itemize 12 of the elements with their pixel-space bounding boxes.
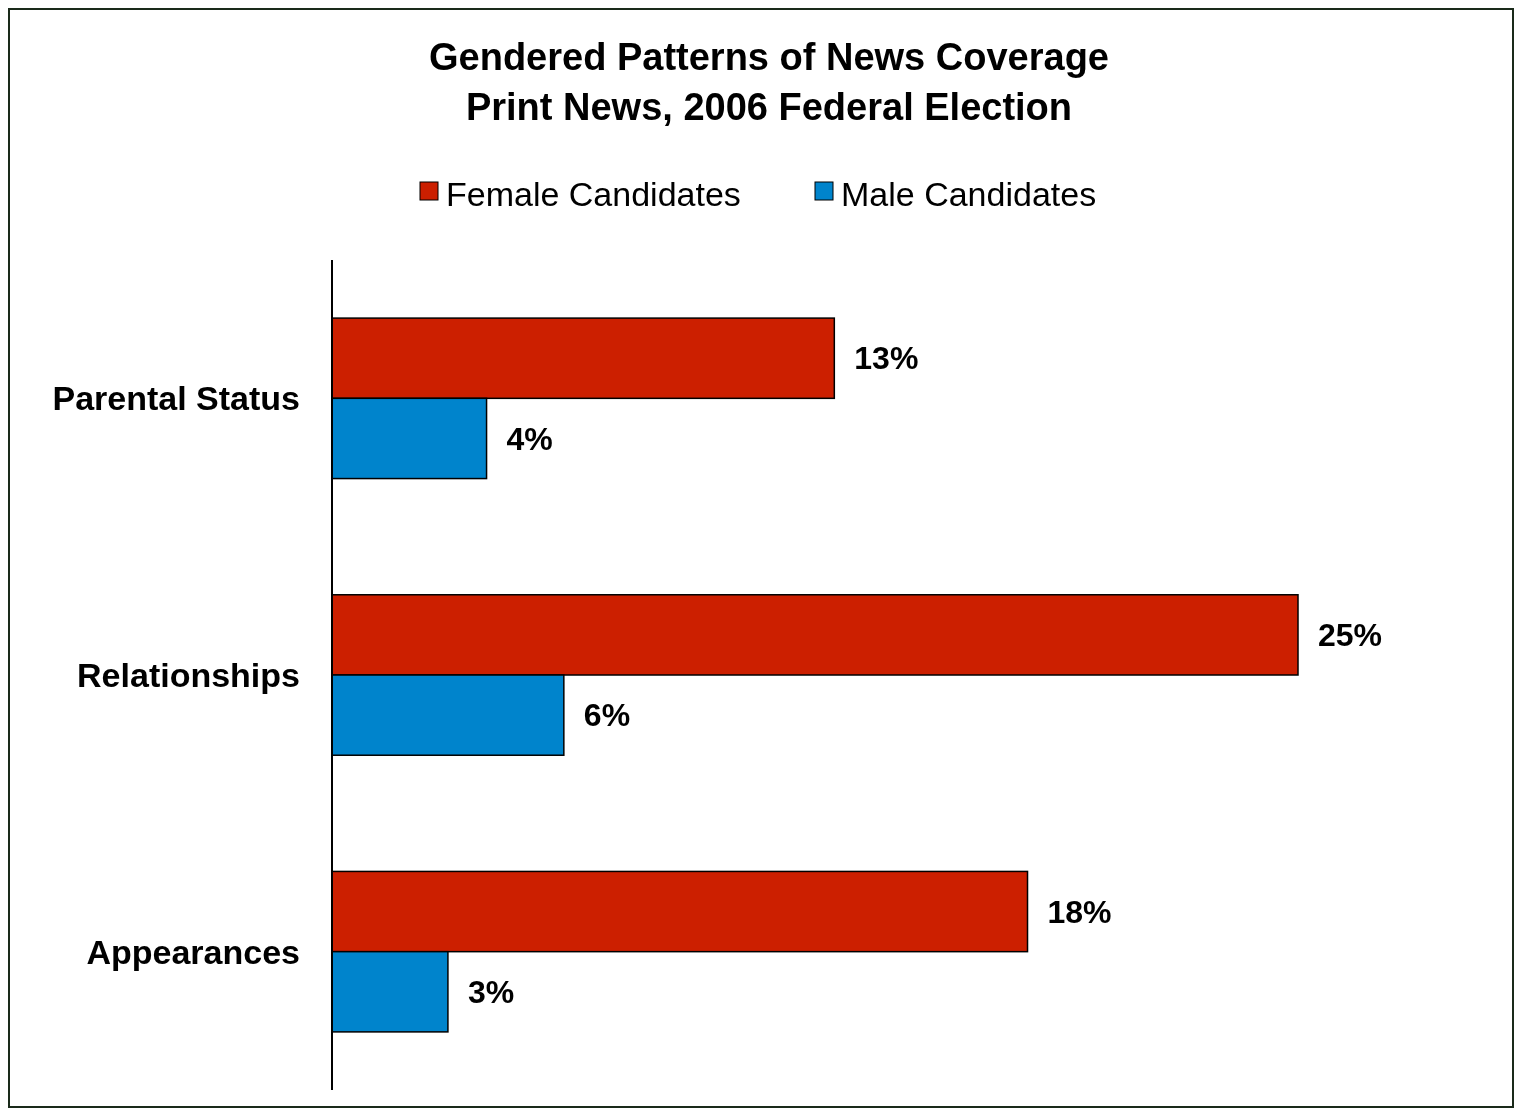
y-tick-label: Appearances: [86, 932, 300, 971]
legend-label: Male Candidates: [841, 175, 1097, 214]
y-tick-label: Relationships: [77, 655, 300, 694]
data-label: 18%: [1047, 893, 1112, 930]
data-label: 6%: [583, 697, 631, 734]
chart-title: Gendered Patterns of News Coverage Print News, 2006 Federal Election: [429, 36, 1109, 128]
y-tick-label: Parental Status: [52, 379, 300, 418]
data-label: 4%: [506, 420, 553, 457]
legend-label: Female Candidates: [446, 175, 741, 214]
data-label: 13%: [854, 340, 919, 377]
data-label: 3%: [467, 973, 515, 1010]
data-label: 25%: [1318, 617, 1383, 654]
